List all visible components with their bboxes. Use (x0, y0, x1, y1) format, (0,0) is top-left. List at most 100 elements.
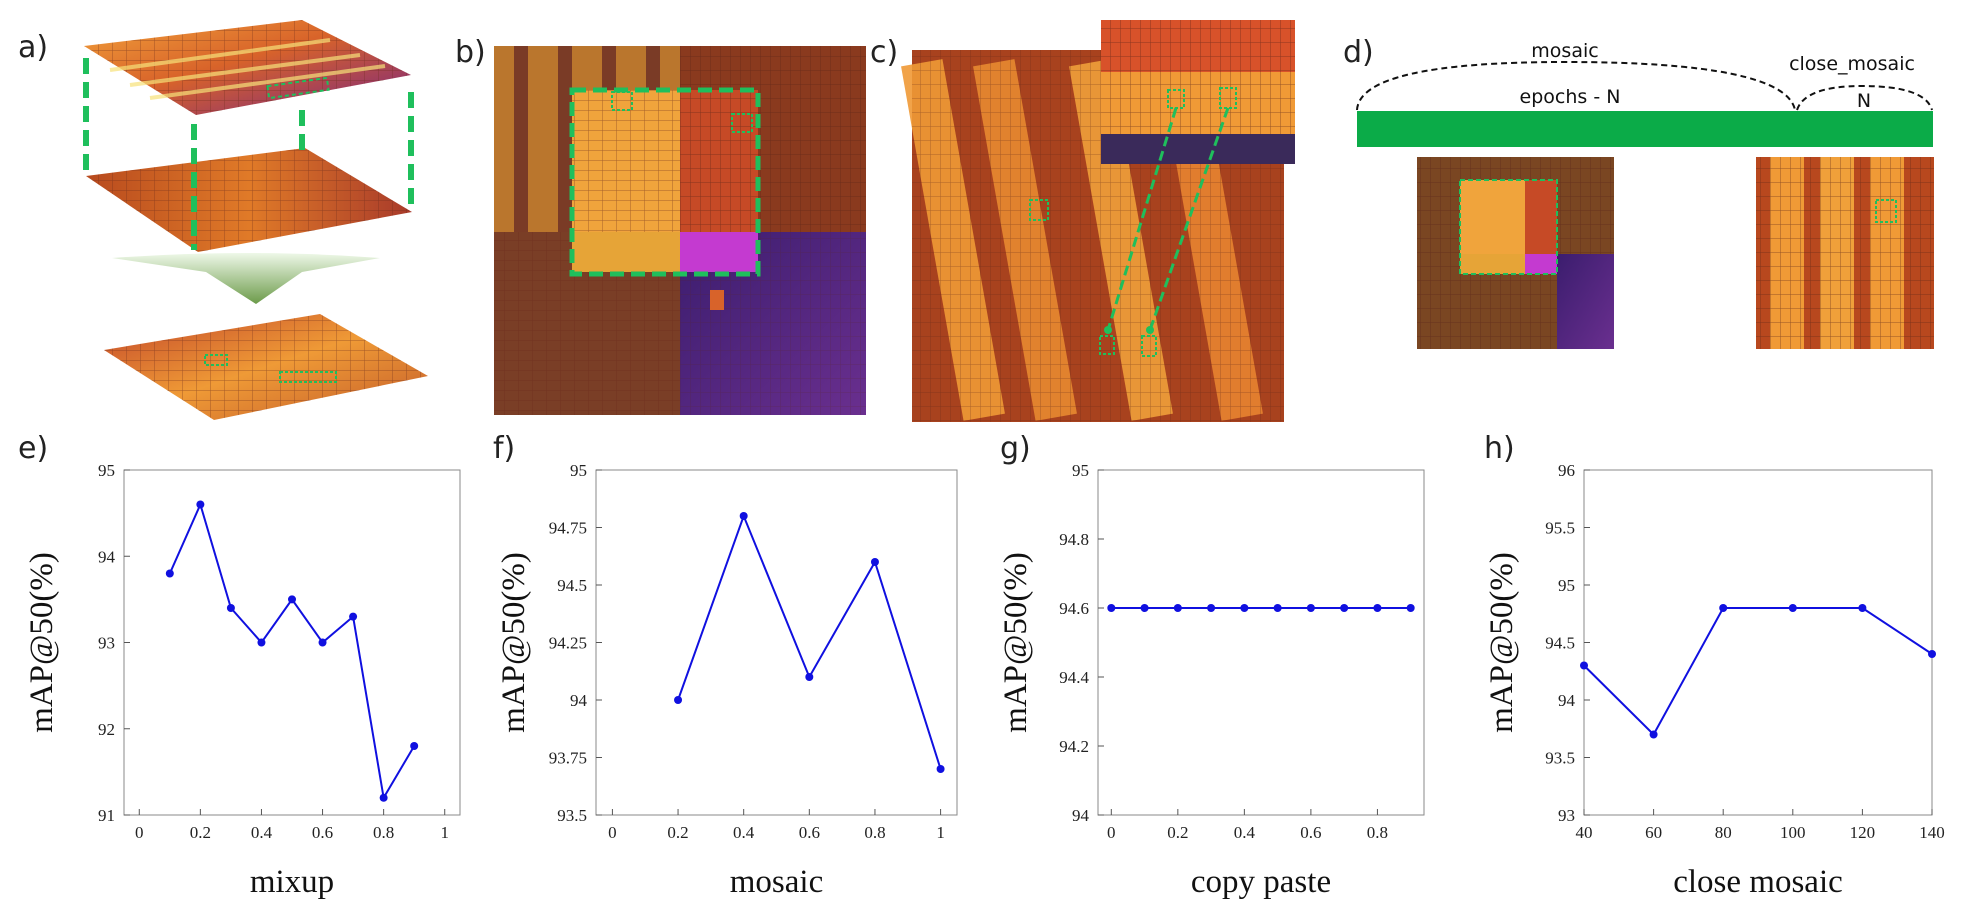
data-point (410, 742, 419, 750)
y-tick-label: 93.5 (1545, 749, 1575, 768)
y-tick-label: 94.2 (1059, 737, 1089, 756)
timeline-bar (1357, 111, 1933, 147)
data-point (936, 765, 945, 773)
data-point (1207, 604, 1216, 612)
x-tick-label: 40 (1576, 823, 1593, 842)
series-line (168, 501, 416, 801)
data-point (288, 595, 296, 604)
x-tick-label: 0.6 (312, 823, 333, 842)
y-tick-label: 91 (98, 806, 115, 825)
panel-h: h) 40 60 80 100 120 140 93 93.5 94 94.5 95 95.5 96 cl… (1484, 431, 1945, 900)
close-mosaic-brace (1796, 84, 1933, 111)
y-tick-label: 95 (570, 461, 587, 480)
x-axis-title: copy paste (1191, 864, 1331, 900)
y-tick-label: 95 (1558, 576, 1575, 595)
paste-arrow-2 (1148, 107, 1230, 331)
y-tick-label: 94 (1072, 806, 1090, 825)
y-tick-label: 94.5 (1545, 634, 1575, 653)
n-label: N (1857, 90, 1871, 112)
data-point (1240, 604, 1249, 612)
y-tick-label: 94.4 (1059, 668, 1089, 687)
data-point (739, 512, 748, 520)
x-tick-label: 0.4 (733, 823, 755, 842)
x-tick-label: 0 (608, 823, 617, 842)
y-axis-title: mAP@50(%) (496, 552, 532, 733)
x-tick-label: 0.6 (1300, 823, 1321, 842)
panel-f: f) 0 0.2 0.4 0.6 0.8 1 93.5 93.75 94 94.25 94.5 94.… (493, 431, 958, 900)
data-point (805, 673, 814, 681)
data-point (1580, 661, 1588, 670)
y-tick-label: 93 (1558, 806, 1575, 825)
data-point (1858, 604, 1867, 612)
data-point (226, 604, 235, 612)
data-point (349, 612, 358, 621)
y-tick-label: 94.8 (1059, 530, 1089, 549)
data-point (1788, 604, 1797, 612)
chart-copy-paste: 0 0.2 0.4 0.6 0.8 94 94.2 94.4 94.6 94.8 95 copy pa… (998, 461, 1425, 900)
data-point (1173, 604, 1182, 612)
panel-label-h: h) (1484, 431, 1515, 466)
panel-e: e) 0 0.2 0.4 0.6 0.8 1 91 92 93 94 95 mixup mAP@50(%… (18, 431, 461, 900)
y-tick-label: 93 (98, 634, 115, 653)
x-tick-label: 140 (1919, 823, 1945, 842)
y-tick-label: 92 (98, 720, 115, 739)
panel-label-e: e) (18, 431, 48, 466)
paste-arrow-1 (1106, 107, 1178, 331)
x-tick-label: 60 (1645, 823, 1662, 842)
panel-d-schedule-diagram: d) mosaic epochs - N close_mosaic N (1343, 35, 1934, 349)
y-tick-label: 93.75 (549, 749, 587, 768)
data-point (318, 638, 327, 647)
x-tick-label: 80 (1715, 823, 1732, 842)
panel-label-f: f) (493, 431, 515, 466)
chart-mosaic: 0 0.2 0.4 0.6 0.8 1 93.5 93.75 94 94.25 94.5 94.75 9… (496, 461, 958, 900)
y-tick-label: 94 (1558, 691, 1576, 710)
plot-frame (1583, 469, 1933, 816)
mosaic-crop-box (569, 87, 761, 277)
y-tick-label: 94 (98, 547, 116, 566)
panel-label-g: g) (1000, 431, 1031, 466)
x-tick-label: 0.6 (799, 823, 820, 842)
panel-b-mosaic-image: b) (455, 35, 866, 415)
plot-frame (1097, 469, 1425, 816)
x-tick-label: 0.8 (373, 823, 394, 842)
data-point (1340, 604, 1349, 612)
panel-label-b: b) (455, 35, 486, 70)
x-axis-title: close mosaic (1673, 864, 1843, 900)
mosaic-phase-label: mosaic (1531, 40, 1598, 62)
chart-close-mosaic: 40 60 80 100 120 140 93 93.5 94 94.5 95 95.5 96 close… (1484, 461, 1945, 900)
y-tick-label: 96 (1558, 461, 1575, 480)
data-point (1406, 604, 1415, 612)
x-axis-title: mixup (250, 864, 334, 900)
data-point (196, 500, 205, 509)
y-tick-label: 94.6 (1059, 599, 1089, 618)
panel-label-a: a) (18, 30, 48, 65)
panel-label-c: c) (870, 35, 898, 70)
data-point (1649, 730, 1658, 739)
x-tick-label: 120 (1850, 823, 1876, 842)
panel-label-d: d) (1343, 35, 1374, 70)
panel-g: g) 0 0.2 0.4 0.6 0.8 94 94.2 94.4 94.6 94.8 95 copy… (998, 431, 1425, 900)
mosaic-brace (1356, 60, 1796, 111)
data-point (1140, 604, 1149, 612)
y-tick-label: 95 (1072, 461, 1089, 480)
data-point (674, 696, 683, 704)
y-axis-title: mAP@50(%) (998, 552, 1034, 733)
chart-mixup: 0 0.2 0.4 0.6 0.8 1 91 92 93 94 95 mixup mAP@50(%) (24, 461, 461, 900)
data-point (1373, 604, 1382, 612)
x-tick-label: 0.2 (190, 823, 211, 842)
data-point (1306, 604, 1315, 612)
data-point (1107, 604, 1116, 612)
epochs-label: epochs - N (1520, 86, 1621, 108)
y-axis-title: mAP@50(%) (24, 552, 60, 733)
panel-c-copy-paste-image: c) (870, 20, 1295, 422)
panel-a-illustration: a) (18, 20, 428, 420)
close-mosaic-phase-label: close_mosaic (1789, 53, 1915, 75)
data-point (870, 558, 879, 566)
charts-row: e) 0 0.2 0.4 0.6 0.8 1 91 92 93 94 95 mixup mAP@50(%… (18, 431, 1945, 900)
x-axis-title: mosaic (730, 864, 823, 900)
x-tick-label: 1 (440, 823, 449, 842)
series-line (677, 513, 942, 770)
y-tick-label: 94.5 (557, 576, 587, 595)
